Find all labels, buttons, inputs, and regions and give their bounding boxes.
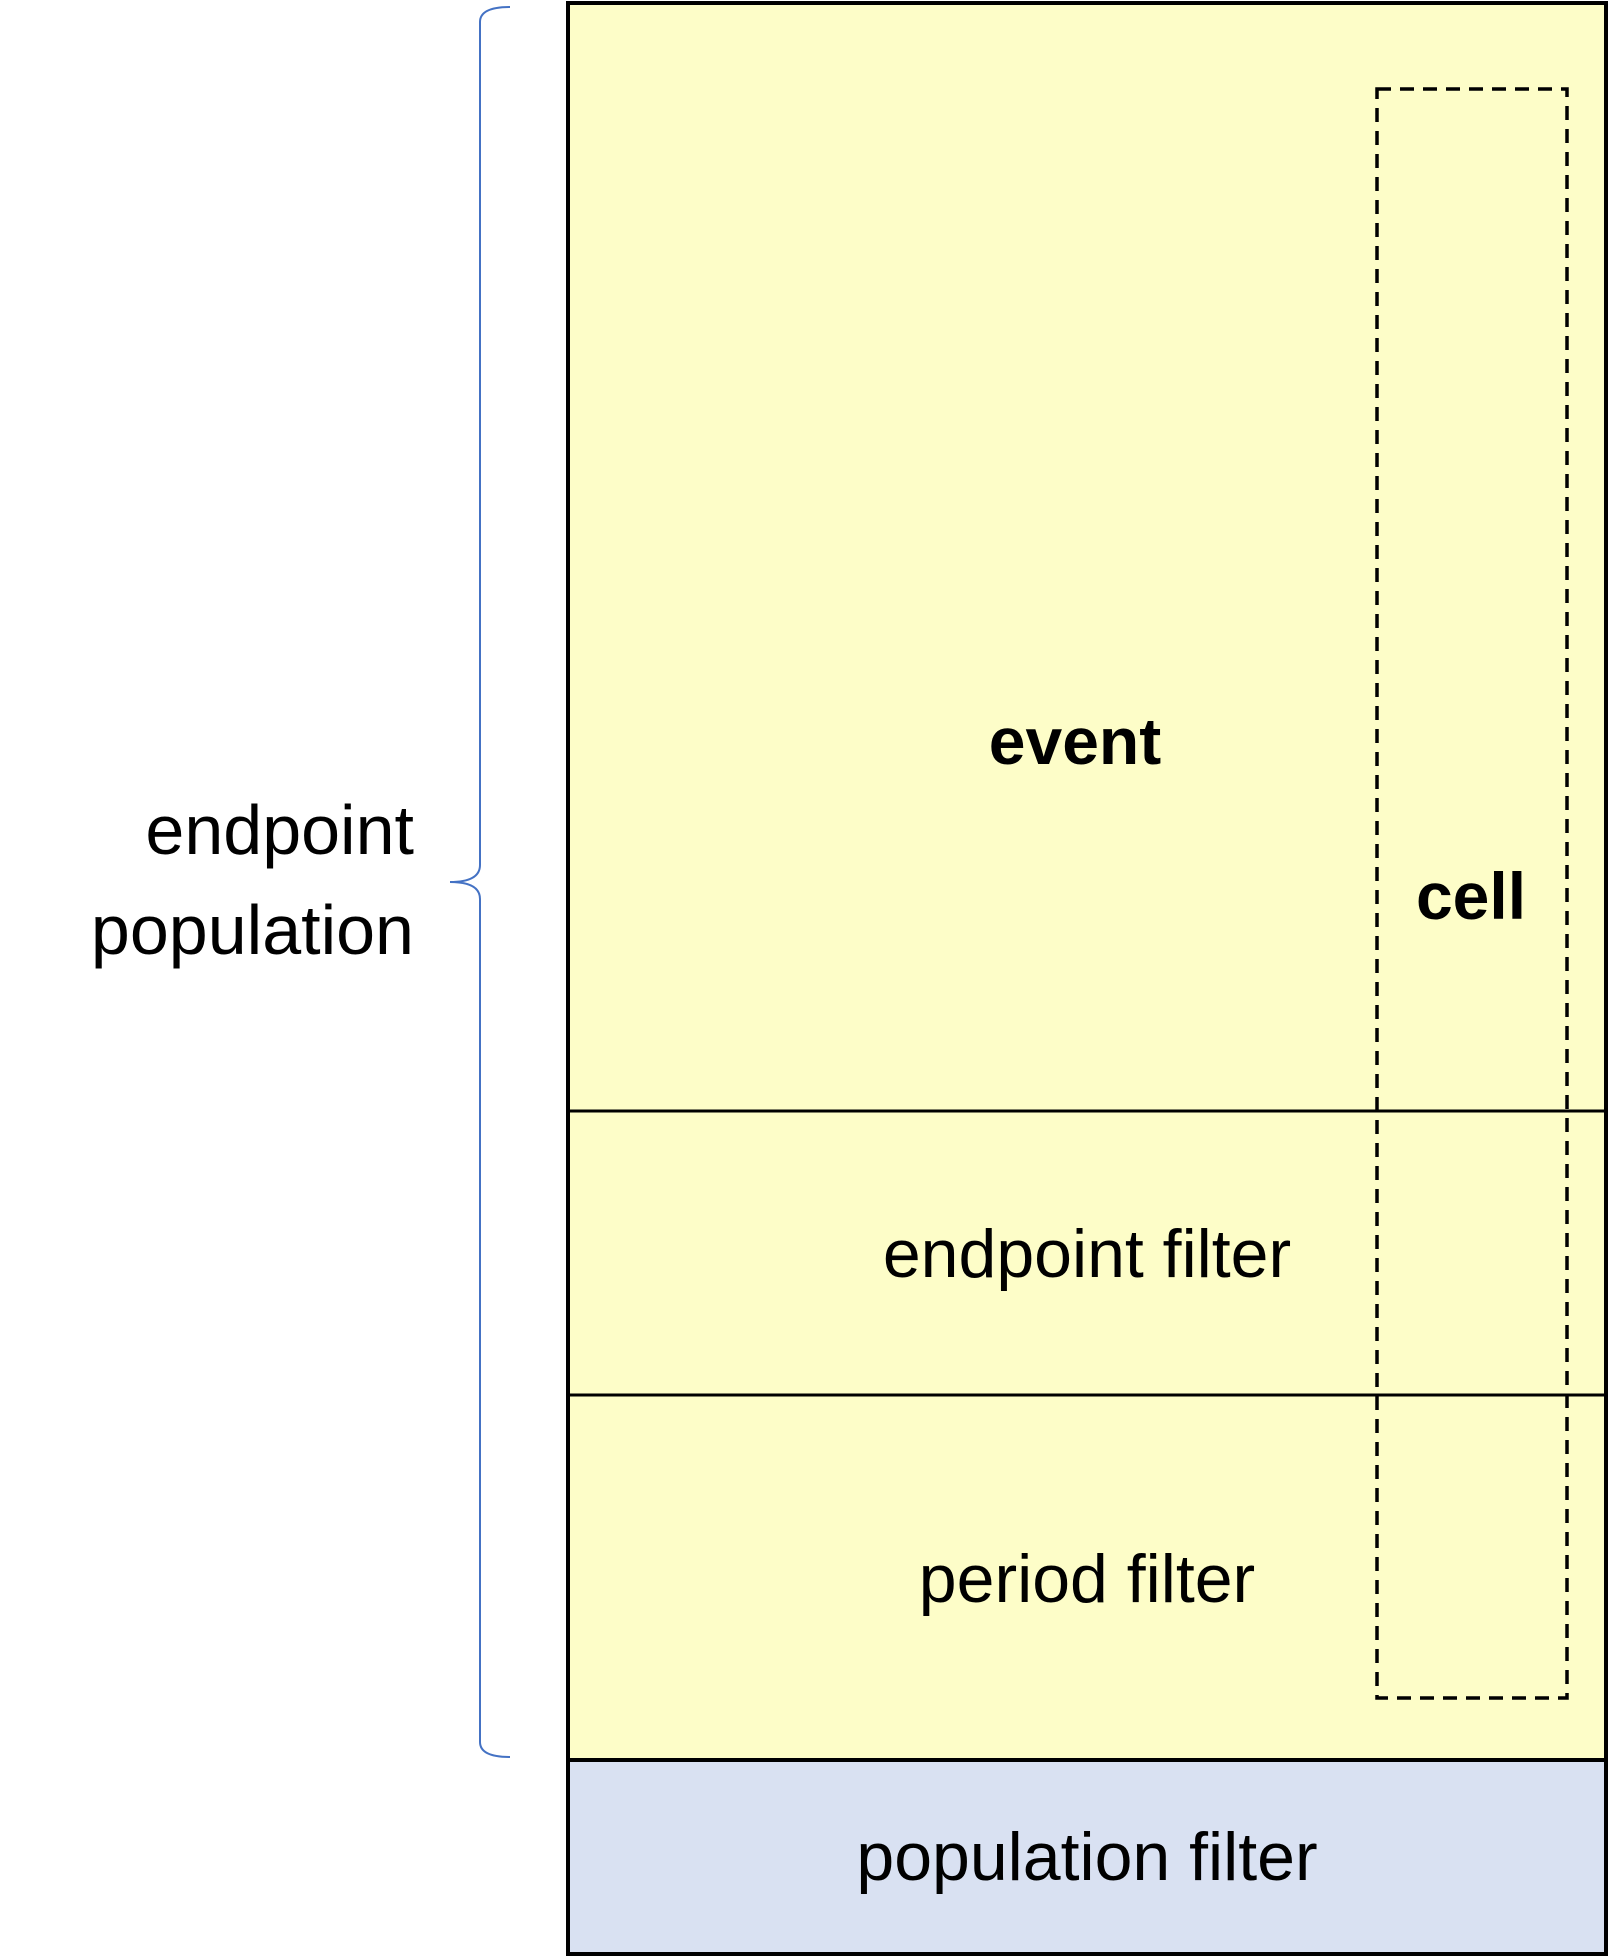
side-label-line2: population xyxy=(90,891,414,969)
endpoint-population-label: endpoint population xyxy=(91,780,414,980)
period-filter-label: period filter xyxy=(918,1541,1256,1617)
population-filter-label: population filter xyxy=(856,1819,1318,1895)
endpoint-population-block xyxy=(566,1,1608,1762)
brace-shape xyxy=(449,6,511,1758)
population-filter-block xyxy=(566,1758,1608,1956)
cell-dashed-box xyxy=(1375,87,1569,1700)
event-label: event xyxy=(988,704,1162,778)
endpoint-filter-label: endpoint filter xyxy=(882,1216,1292,1292)
cell-label: cell xyxy=(1415,859,1527,933)
side-label-line1: endpoint xyxy=(145,791,414,869)
